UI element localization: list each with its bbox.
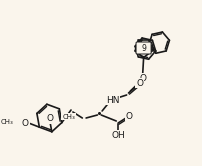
FancyBboxPatch shape: [136, 42, 151, 54]
Text: HN: HN: [106, 95, 119, 105]
Text: O: O: [46, 114, 54, 123]
Text: CH₃: CH₃: [0, 119, 13, 125]
Text: O: O: [126, 112, 133, 121]
Text: CH₃: CH₃: [62, 114, 75, 120]
Text: O: O: [136, 79, 143, 87]
Text: 9: 9: [141, 43, 146, 52]
Text: O: O: [139, 74, 146, 83]
Text: O: O: [22, 119, 29, 128]
Text: OH: OH: [111, 130, 125, 139]
